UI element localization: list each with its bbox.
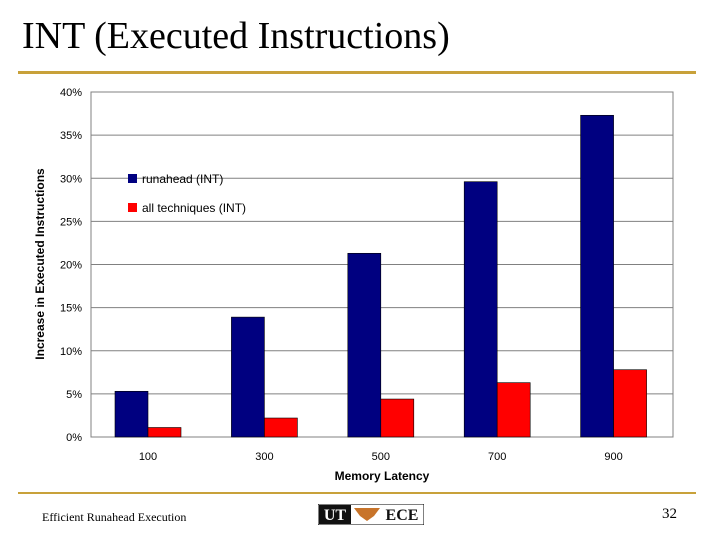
y-tick-label: 5%: [66, 389, 82, 401]
legend-label: all techniques (INT): [142, 201, 246, 215]
x-tick-label: 700: [488, 451, 506, 463]
y-tick-label: 0%: [66, 432, 82, 444]
y-tick-label: 20%: [60, 260, 82, 272]
bar-runahead-500: [347, 252, 382, 438]
x-axis-label: Memory Latency: [335, 469, 430, 483]
x-tick-label: 900: [604, 451, 622, 463]
bar-all-techniques-700: [496, 382, 531, 438]
bar-runahead-700: [463, 181, 498, 438]
svg-text:UT: UT: [324, 507, 347, 524]
legend-label: runahead (INT): [142, 172, 223, 186]
bar-chart: 0% 5% 10% 15% 20% 25% 30% 35% 40% 100 300 500 700 90…: [33, 87, 674, 483]
slide-title: INT (Executed Instructions): [22, 15, 450, 57]
footer-text: Efficient Runahead Execution: [42, 510, 187, 524]
y-axis-label: Increase in Executed Instructions: [33, 168, 47, 360]
bar-runahead-300: [231, 316, 265, 438]
bars: [114, 114, 647, 438]
title-divider: [18, 71, 696, 74]
x-tick-label: 300: [255, 451, 273, 463]
y-tick-label: 10%: [60, 346, 82, 358]
bar-all-techniques-300: [264, 417, 298, 438]
x-tick-labels: 100 300 500 700 900: [139, 451, 623, 463]
y-tick-label: 40%: [60, 87, 82, 99]
y-tick-label: 25%: [60, 216, 82, 228]
y-tick-labels: 0% 5% 10% 15% 20% 25% 30% 35% 40%: [60, 87, 82, 444]
legend: runahead (INT) all techniques (INT): [128, 172, 246, 215]
svg-text:ECE: ECE: [386, 507, 419, 524]
gridlines: [91, 134, 673, 395]
bar-all-techniques-900: [613, 369, 647, 438]
page-number: 32: [662, 506, 677, 522]
x-tick-label: 100: [139, 451, 157, 463]
y-tick-label: 15%: [60, 303, 82, 315]
y-tick-label: 30%: [60, 173, 82, 185]
bar-all-techniques-500: [380, 398, 415, 438]
bar-all-techniques-100: [147, 427, 182, 438]
x-tick-label: 500: [372, 451, 390, 463]
footer-divider: [18, 492, 696, 494]
legend-swatch: [128, 174, 137, 183]
ut-ece-logo: UT ECE: [318, 504, 424, 525]
bar-runahead-900: [580, 114, 614, 438]
bar-runahead-100: [114, 390, 149, 438]
legend-swatch: [128, 203, 137, 212]
y-tick-label: 35%: [60, 130, 82, 142]
